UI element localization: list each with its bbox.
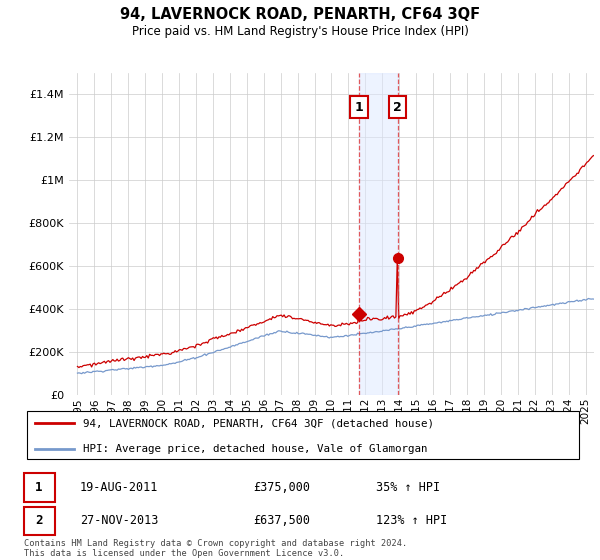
Text: £375,000: £375,000 xyxy=(253,481,310,494)
Text: Price paid vs. HM Land Registry's House Price Index (HPI): Price paid vs. HM Land Registry's House … xyxy=(131,25,469,38)
Text: HPI: Average price, detached house, Vale of Glamorgan: HPI: Average price, detached house, Vale… xyxy=(83,444,427,454)
FancyBboxPatch shape xyxy=(24,507,55,535)
Text: 1: 1 xyxy=(35,481,43,494)
Text: 123% ↑ HPI: 123% ↑ HPI xyxy=(376,514,447,528)
FancyBboxPatch shape xyxy=(24,473,55,502)
Text: 19-AUG-2011: 19-AUG-2011 xyxy=(80,481,158,494)
Text: 35% ↑ HPI: 35% ↑ HPI xyxy=(376,481,440,494)
Bar xyxy=(359,73,398,395)
Text: 27-NOV-2013: 27-NOV-2013 xyxy=(80,514,158,528)
Text: £637,500: £637,500 xyxy=(253,514,310,528)
Text: 2: 2 xyxy=(35,514,43,528)
FancyBboxPatch shape xyxy=(27,412,579,459)
Text: 2: 2 xyxy=(393,101,402,114)
Text: 1: 1 xyxy=(355,101,364,114)
Text: 94, LAVERNOCK ROAD, PENARTH, CF64 3QF: 94, LAVERNOCK ROAD, PENARTH, CF64 3QF xyxy=(120,7,480,22)
Text: Contains HM Land Registry data © Crown copyright and database right 2024.
This d: Contains HM Land Registry data © Crown c… xyxy=(24,539,407,558)
Text: 94, LAVERNOCK ROAD, PENARTH, CF64 3QF (detached house): 94, LAVERNOCK ROAD, PENARTH, CF64 3QF (d… xyxy=(83,418,434,428)
